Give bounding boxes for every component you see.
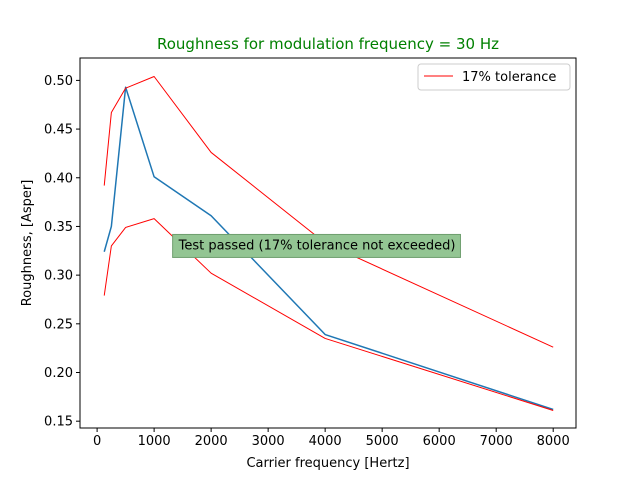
- roughness-line: [103, 86, 554, 411]
- y-axis-label: Roughness, [Asper]: [20, 180, 35, 307]
- tolerance-lower-line: [103, 218, 554, 411]
- x-tick-label: 1000: [138, 434, 171, 449]
- y-tick-label: 0.45: [44, 123, 73, 138]
- x-tick-label: 3000: [252, 434, 285, 449]
- y-tick-label: 0.30: [44, 269, 73, 284]
- y-tick-label: 0.35: [44, 220, 73, 235]
- annotation: Test passed (17% tolerance not exceeded): [172, 233, 461, 258]
- axis-ticks: 0 1000 2000 3000 4000 5000 6000 7000 8000 0.15 0.2…: [44, 74, 570, 449]
- y-tick-label: 0.15: [44, 415, 73, 430]
- x-tick-label: 0: [93, 434, 101, 449]
- x-tick-label: 4000: [309, 434, 342, 449]
- x-axis-label: Carrier frequency [Hertz]: [246, 456, 409, 471]
- x-tick-label: 6000: [423, 434, 456, 449]
- legend-box: [417, 63, 571, 91]
- annotation-box: [172, 233, 461, 258]
- x-tick-label: 8000: [537, 434, 570, 449]
- y-tick-label: 0.40: [44, 171, 73, 186]
- chart-title: Roughness for modulation frequency = 30 …: [157, 35, 499, 53]
- legend: 17% tolerance: [417, 63, 571, 91]
- x-tick-label: 7000: [480, 434, 513, 449]
- x-tick-label: 5000: [366, 434, 399, 449]
- annotation-text: Test passed (17% tolerance not exceeded): [178, 238, 456, 253]
- y-tick-label: 0.25: [44, 317, 73, 332]
- x-tick-label: 2000: [195, 434, 228, 449]
- y-tick-label: 0.20: [44, 366, 73, 381]
- y-tick-label: 0.50: [44, 74, 73, 89]
- legend-label: 17% tolerance: [462, 70, 556, 85]
- axes-frame: [79, 57, 577, 429]
